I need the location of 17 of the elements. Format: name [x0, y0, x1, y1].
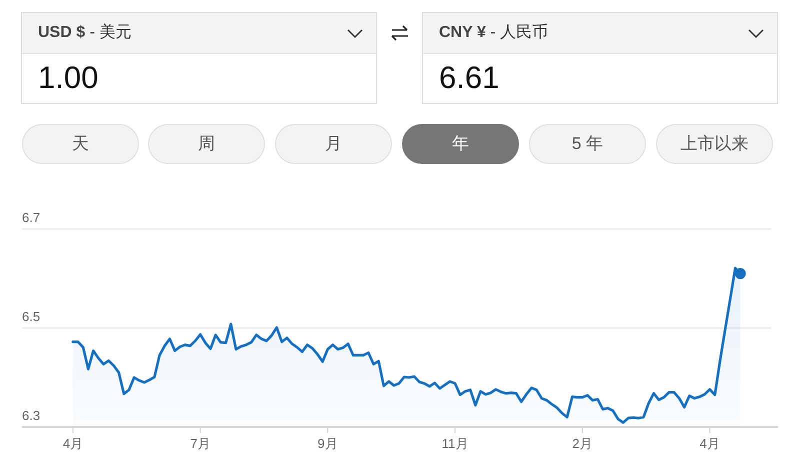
y-tick-label: 6.7 [22, 210, 40, 225]
period-button: 年 [402, 124, 519, 164]
period-button: 周 [148, 124, 265, 164]
x-tick-label: 4月 [700, 436, 720, 451]
x-tick-label: 4月 [62, 436, 84, 451]
period-button: 上市以来 [656, 124, 773, 164]
period-button: 天 [22, 124, 139, 164]
currency-field: USD $ - 美元 1.00 [21, 12, 377, 104]
y-tick-label: 6.5 [22, 309, 40, 324]
currency-field: CNY ¥ - 人民币 6.61 [422, 12, 778, 104]
x-tick-label: 9月 [318, 436, 338, 451]
y-tick-label: 6.3 [22, 408, 40, 423]
period-button: 5 年 [529, 124, 646, 164]
x-tick-label: 7月 [190, 436, 210, 451]
x-tick-label: 11月 [442, 436, 468, 451]
period-button: 月 [275, 124, 392, 164]
x-tick-label: 2月 [572, 436, 593, 451]
